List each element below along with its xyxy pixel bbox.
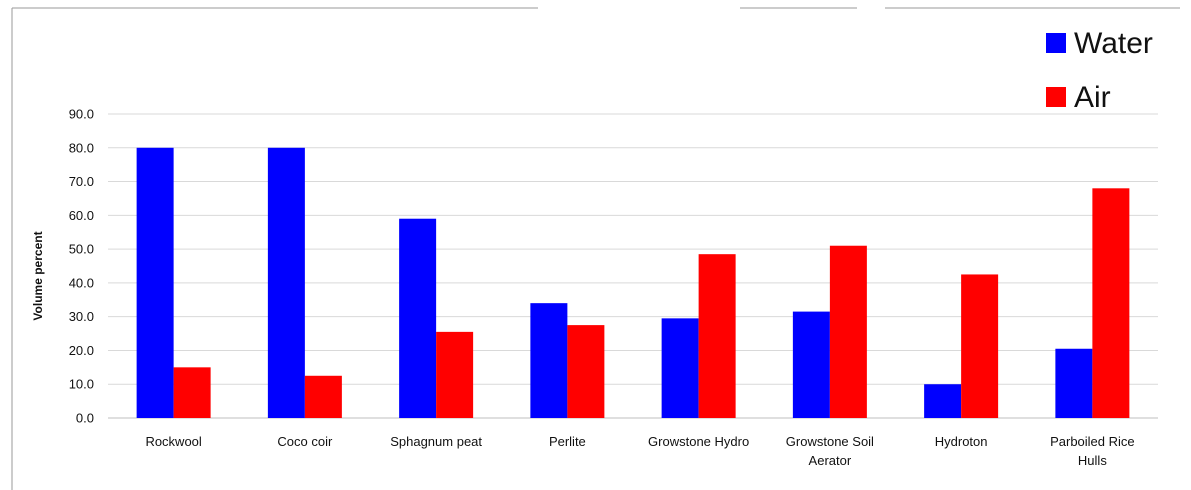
bar-air-2 [436, 331, 474, 418]
x-axis-category-labels: Rockwool Coco coir Sphagnum peat Perlite Gro… [145, 434, 1134, 468]
x-category-label: Growstone Hydro [648, 434, 749, 449]
bar-water-5 [792, 311, 830, 418]
x-category-label: Perlite [549, 434, 586, 449]
x-category-label: Hulls [1078, 453, 1107, 468]
x-category-label: Hydroton [935, 434, 988, 449]
bar-air-6 [961, 274, 999, 418]
y-tick-label: 20.0 [69, 343, 94, 358]
bar-water-3 [530, 303, 568, 418]
y-tick-label: 0.0 [76, 411, 94, 426]
y-tick-label: 80.0 [69, 140, 94, 155]
bar-water-1 [267, 147, 305, 418]
bar-air-7 [1092, 188, 1130, 418]
bar-air-4 [698, 254, 736, 418]
legend-label-air: Air [1074, 81, 1111, 114]
legend-swatch-air [1046, 87, 1066, 107]
y-tick-label: 90.0 [69, 107, 94, 122]
y-tick-label: 50.0 [69, 242, 94, 257]
x-category-label: Parboiled Rice [1050, 434, 1135, 449]
bar-water-6 [924, 384, 962, 418]
chart-frame [11, 7, 1180, 490]
bar-water-7 [1055, 348, 1093, 418]
bar-water-2 [399, 218, 437, 418]
bar-air-5 [829, 245, 867, 418]
bar-air-0 [173, 367, 211, 418]
bar-air-3 [567, 325, 605, 418]
legend-swatch-water [1046, 33, 1066, 53]
bar-water-0 [136, 147, 174, 418]
y-axis-label: Volume percent [31, 231, 45, 320]
y-axis-ticks: 0.0 10.0 20.0 30.0 40.0 50.0 60.0 70.0 80.0 90.0 [69, 107, 94, 426]
y-tick-label: 70.0 [69, 174, 94, 189]
bar-water-4 [661, 318, 699, 418]
grid-lines [108, 113, 1158, 419]
x-category-label: Rockwool [145, 434, 201, 449]
y-tick-label: 10.0 [69, 377, 94, 392]
legend: Water Air [1046, 27, 1153, 114]
x-category-label: Sphagnum peat [390, 434, 482, 449]
x-category-label: Growstone Soil [786, 434, 874, 449]
x-category-label: Coco coir [277, 434, 333, 449]
legend-label-water: Water [1074, 27, 1153, 60]
bars [136, 147, 1130, 418]
y-tick-label: 30.0 [69, 309, 94, 324]
y-tick-label: 40.0 [69, 275, 94, 290]
x-category-label: Aerator [809, 453, 852, 468]
bar-air-1 [304, 375, 342, 418]
y-tick-label: 60.0 [69, 208, 94, 223]
